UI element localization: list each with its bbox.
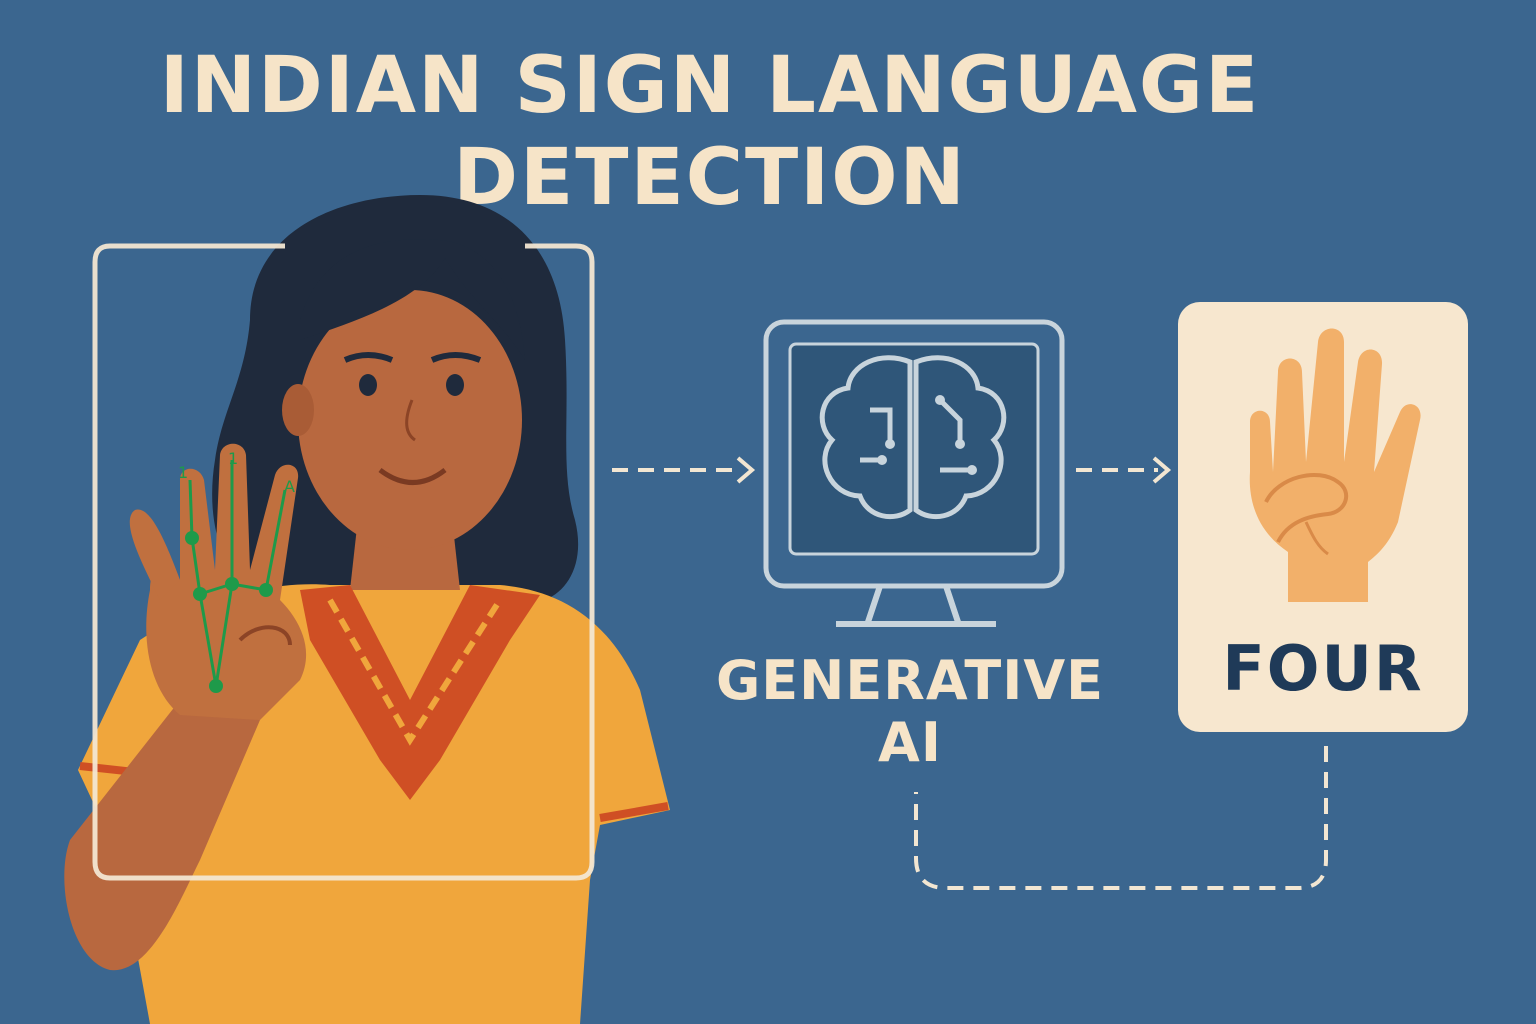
signer-person <box>64 195 670 1024</box>
arrow-to-model <box>612 456 756 484</box>
result-card: FOUR <box>1178 302 1468 732</box>
landmark-dot <box>225 577 239 591</box>
left-eye <box>359 374 377 396</box>
result-word: FOUR <box>1222 632 1424 705</box>
finger-marker: A <box>284 477 295 496</box>
arrow-to-result <box>1076 456 1172 484</box>
model-label-line-2: AI <box>878 711 942 774</box>
feedback-loop <box>914 746 1328 890</box>
title-line-1: INDIAN SIGN LANGUAGE <box>159 41 1261 131</box>
four-fingers-hand-icon <box>1249 328 1421 602</box>
title-line-2: DETECTION <box>453 133 967 223</box>
right-eye <box>446 374 464 396</box>
model-label-line-1: GENERATIVE <box>715 649 1105 712</box>
camera-frame <box>92 243 595 881</box>
landmark-dot <box>193 587 207 601</box>
hand-landmarks: 1 1 A <box>178 449 295 693</box>
diagram-title: INDIAN SIGN LANGUAGE DETECTION <box>0 40 1420 224</box>
finger-marker: 1 <box>228 449 238 468</box>
finger-marker: 1 <box>178 463 188 482</box>
landmark-dot <box>209 679 223 693</box>
landmark-dot <box>185 531 199 545</box>
neckline <box>300 585 540 800</box>
mouth <box>378 467 447 485</box>
landmark-dot <box>259 583 273 597</box>
arm <box>64 700 260 971</box>
model-label: GENERATIVE AI <box>700 650 1120 774</box>
brain-circuit-icon <box>819 355 1007 520</box>
ai-monitor <box>763 319 1065 627</box>
